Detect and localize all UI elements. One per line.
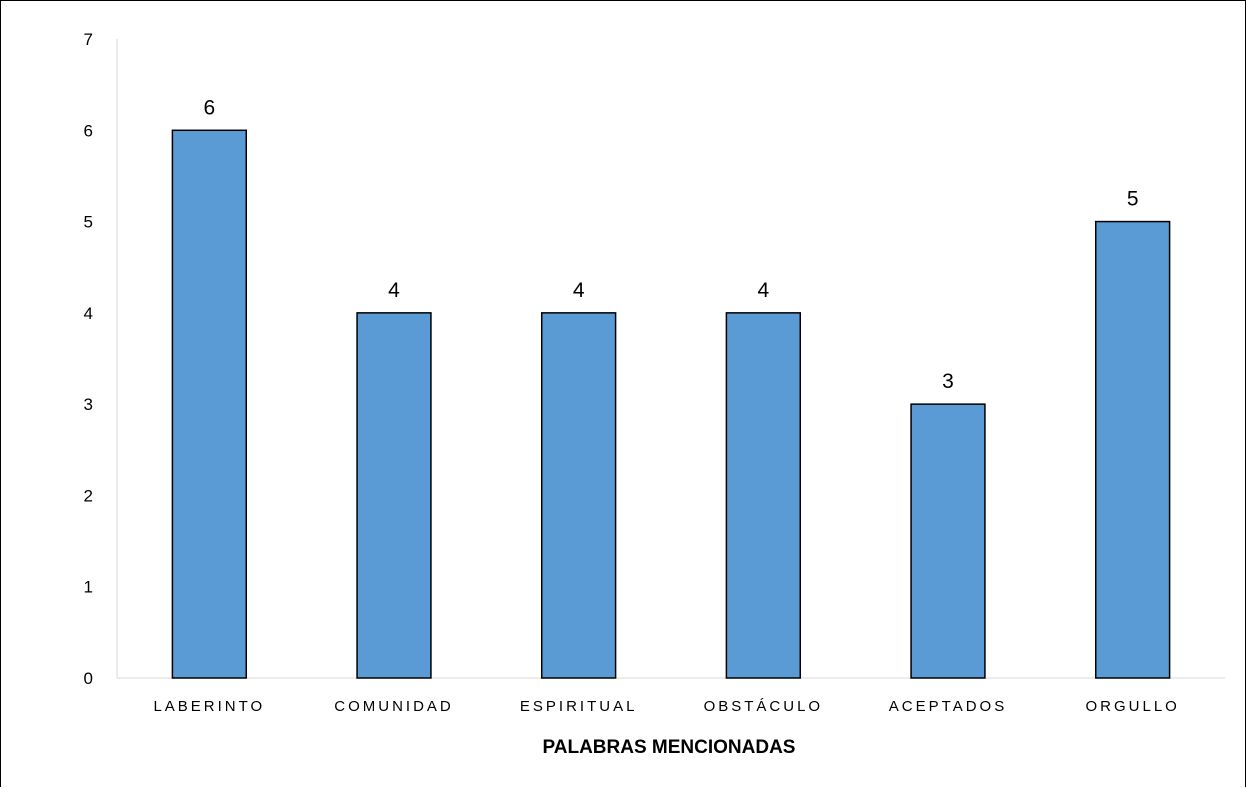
bar-obstáculo bbox=[725, 312, 802, 679]
x-axis-title: PALABRAS MENCIONADAS bbox=[543, 737, 796, 758]
data-label: 4 bbox=[757, 279, 769, 302]
y-tick-label: 0 bbox=[84, 669, 93, 688]
y-axis: 0 1 2 3 4 5 6 7 bbox=[84, 30, 1225, 688]
x-tick-label: OBSTÁCULO bbox=[704, 698, 824, 715]
bars-group bbox=[171, 129, 1171, 679]
x-tick-label: LABERINTO bbox=[153, 698, 265, 715]
y-tick-label: 5 bbox=[84, 213, 93, 232]
bar-comunidad bbox=[356, 312, 432, 679]
data-label: 6 bbox=[203, 96, 215, 119]
data-label: 5 bbox=[1127, 188, 1139, 211]
bar-espiritual bbox=[540, 312, 617, 679]
bar-orgullo bbox=[1094, 220, 1171, 679]
data-labels-group: 6 4 4 4 3 5 bbox=[203, 96, 1138, 393]
y-tick-label: 2 bbox=[84, 486, 93, 505]
data-label: 4 bbox=[388, 279, 400, 302]
x-tick-label: COMUNIDAD bbox=[334, 698, 454, 715]
bar-laberinto bbox=[171, 129, 248, 679]
x-tick-label: ACEPTADOS bbox=[889, 698, 1007, 715]
y-tick-label: 6 bbox=[84, 121, 93, 140]
y-tick-label: 4 bbox=[84, 304, 93, 323]
x-tick-labels-group: LABERINTO COMUNIDAD ESPIRITUAL OBSTÁCULO ACE… bbox=[153, 698, 1179, 715]
y-tick-label: 7 bbox=[84, 30, 93, 49]
data-label: 4 bbox=[573, 279, 585, 302]
y-tick-label: 3 bbox=[84, 395, 93, 414]
data-label: 3 bbox=[942, 370, 954, 393]
bar-aceptados bbox=[910, 403, 986, 679]
x-tick-label: ESPIRITUAL bbox=[520, 698, 638, 715]
y-tick-label: 1 bbox=[84, 578, 93, 597]
x-tick-label: ORGULLO bbox=[1085, 698, 1179, 715]
